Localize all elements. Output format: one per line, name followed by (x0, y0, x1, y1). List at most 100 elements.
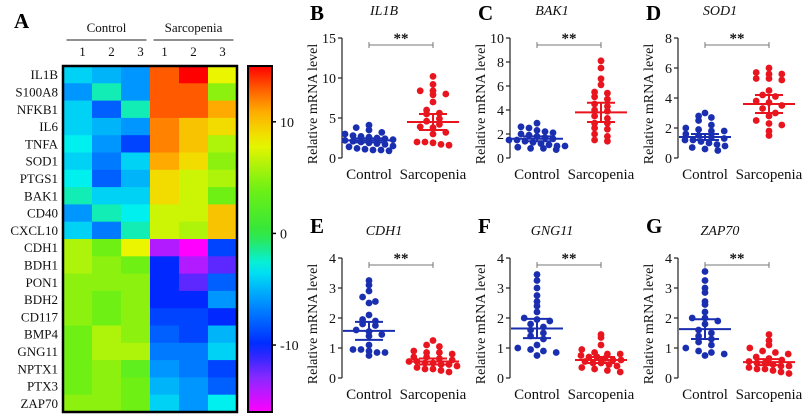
data-point (759, 347, 766, 355)
data-point (745, 364, 753, 371)
data-point (436, 349, 443, 356)
column-label: 3 (219, 44, 226, 59)
x-category-label: Sarcopenia (736, 387, 803, 403)
y-tick-label: 1 (665, 342, 672, 357)
data-point (591, 100, 598, 108)
heatmap-cell (92, 187, 122, 205)
data-point (349, 346, 357, 353)
scatter-panel-e: E CDH1 Relative mRNA level 0 1 2 3 4 Control Sarc… (306, 214, 467, 403)
data-point (429, 365, 437, 373)
panel-label: A (14, 9, 30, 33)
data-point (752, 69, 760, 76)
heatmap-cell (150, 342, 180, 361)
data-point (540, 347, 547, 355)
data-point (688, 144, 696, 151)
heatmap-cell (179, 256, 209, 275)
data-point (437, 141, 445, 148)
data-point (604, 89, 611, 97)
data-point (429, 98, 437, 106)
data-point (681, 136, 689, 144)
y-tick-label: 4 (329, 252, 336, 267)
heatmap-cell (92, 169, 122, 188)
data-point (445, 361, 453, 368)
heatmap-cell (150, 66, 180, 84)
row-label: CXCL10 (10, 223, 58, 238)
data-point (604, 95, 611, 103)
row-label: NPTX1 (18, 361, 58, 376)
data-point (708, 349, 715, 356)
heatmap-cell (208, 342, 238, 361)
column-label: 2 (190, 44, 197, 59)
data-point (682, 124, 690, 132)
data-point (705, 139, 713, 147)
data-point (765, 87, 773, 94)
heatmap-cell (121, 187, 151, 205)
gene-title: IL1B (369, 4, 398, 19)
data-point (591, 93, 598, 101)
data-point (784, 350, 792, 358)
data-point (746, 344, 754, 352)
data-point (527, 346, 534, 353)
data-point (708, 127, 715, 135)
data-point (616, 368, 624, 376)
y-tick-label: 4 (497, 252, 504, 267)
heatmap-cell (150, 204, 180, 223)
heatmap-cell (121, 342, 151, 361)
heatmap-cell (179, 377, 209, 396)
data-point (381, 349, 389, 356)
data-point (604, 133, 611, 140)
data-point (604, 107, 611, 115)
data-point (421, 138, 429, 146)
row-label: CD40 (27, 206, 58, 221)
heatmap-cell (150, 221, 180, 240)
panel-label: D (646, 1, 661, 25)
data-point (436, 115, 443, 123)
data-point (753, 365, 761, 373)
row-label: BMP4 (24, 327, 58, 342)
data-point (695, 126, 702, 133)
data-point (369, 146, 377, 154)
heatmap-cell (150, 100, 180, 119)
data-point (429, 337, 437, 344)
row-label: IL6 (39, 119, 58, 134)
scatter-panel-g: G ZAP70 Relative mRNA level 0 1 2 3 4 Control Sar… (642, 214, 803, 403)
data-point (437, 367, 445, 374)
row-label: SOD1 (25, 154, 58, 169)
heatmap-cell (92, 325, 122, 344)
gene-title: CDH1 (366, 224, 403, 239)
data-point (765, 75, 773, 82)
y-tick-label: 2 (329, 312, 336, 327)
heatmap-cell (121, 169, 151, 188)
significance-label: ** (730, 251, 745, 267)
row-label: TNFA (25, 136, 59, 151)
data-point (577, 352, 585, 359)
data-point (752, 117, 760, 124)
data-point (777, 368, 785, 376)
heatmap-cell (179, 152, 209, 171)
heatmap-cell (121, 256, 151, 275)
y-tick-label: 4 (665, 252, 672, 267)
y-tick-label: 10 (322, 72, 336, 87)
data-point (541, 134, 549, 142)
data-point (448, 350, 456, 358)
significance-label: ** (562, 251, 577, 267)
significance-label: ** (394, 251, 409, 267)
data-point (552, 146, 560, 154)
scatter-panel-f: F GNG11 Relative mRNA level 0 1 2 3 4 Control Sar… (474, 214, 635, 403)
heatmap-cell (179, 342, 209, 361)
y-tick-label: 2 (497, 128, 504, 143)
heatmap-cell (150, 325, 180, 344)
heatmap-cell (92, 66, 122, 84)
heatmap-cell (63, 273, 93, 292)
data-point (604, 125, 611, 133)
heatmap-cell (121, 100, 151, 119)
y-axis-label: Relative mRNA level (306, 264, 321, 385)
heatmap-cell (150, 152, 180, 171)
data-point (591, 365, 598, 373)
data-point (533, 308, 541, 316)
data-point (708, 121, 715, 129)
data-point (345, 143, 353, 151)
data-point (533, 119, 541, 127)
data-point (377, 146, 385, 154)
heatmap-cell (121, 394, 151, 413)
